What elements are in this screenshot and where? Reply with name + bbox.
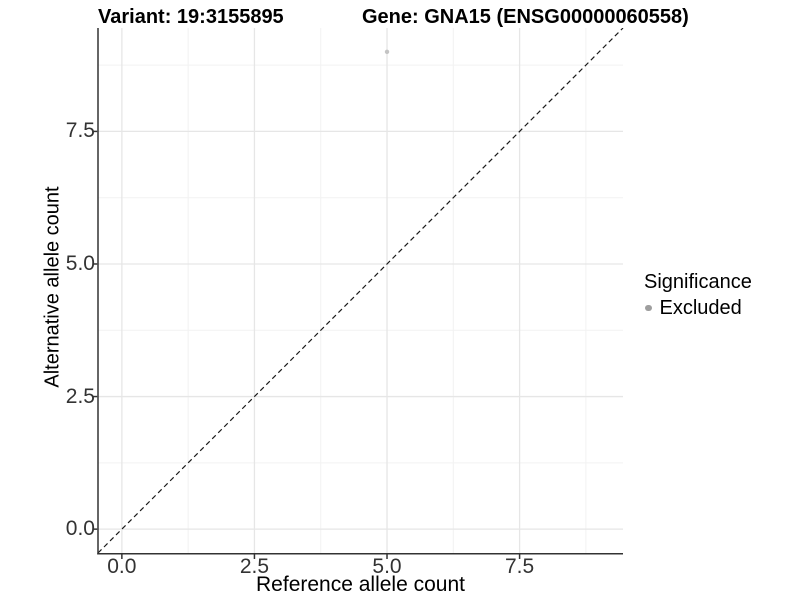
x-tick-label: 7.5 [504,555,535,578]
y-axis-title: Alternative allele count [41,186,64,388]
identity-dashed-line [97,28,624,554]
plot-title-gene: Gene: GNA15 (ENSG00000060558) [362,6,689,28]
legend: Significance Excluded [644,271,752,319]
chart-canvas [93,28,624,559]
x-tick-label: 2.5 [239,555,270,578]
y-tick-label: 0.0 [65,517,95,541]
x-axis-title: Reference allele count [256,573,465,596]
legend-title: Significance [644,271,752,293]
y-tick-label: 7.5 [65,119,95,143]
legend-point-icon [645,304,652,312]
data-point [384,49,390,55]
y-tick-label: 5.0 [65,251,95,275]
y-tick-label: 2.5 [65,384,95,408]
x-tick-label: 5.0 [372,555,402,578]
plot-title-variant: Variant: 19:3155895 [98,6,284,28]
x-tick-label: 0.0 [107,555,137,578]
legend-item: Excluded [644,297,752,319]
legend-item-label: Excluded [659,297,742,319]
